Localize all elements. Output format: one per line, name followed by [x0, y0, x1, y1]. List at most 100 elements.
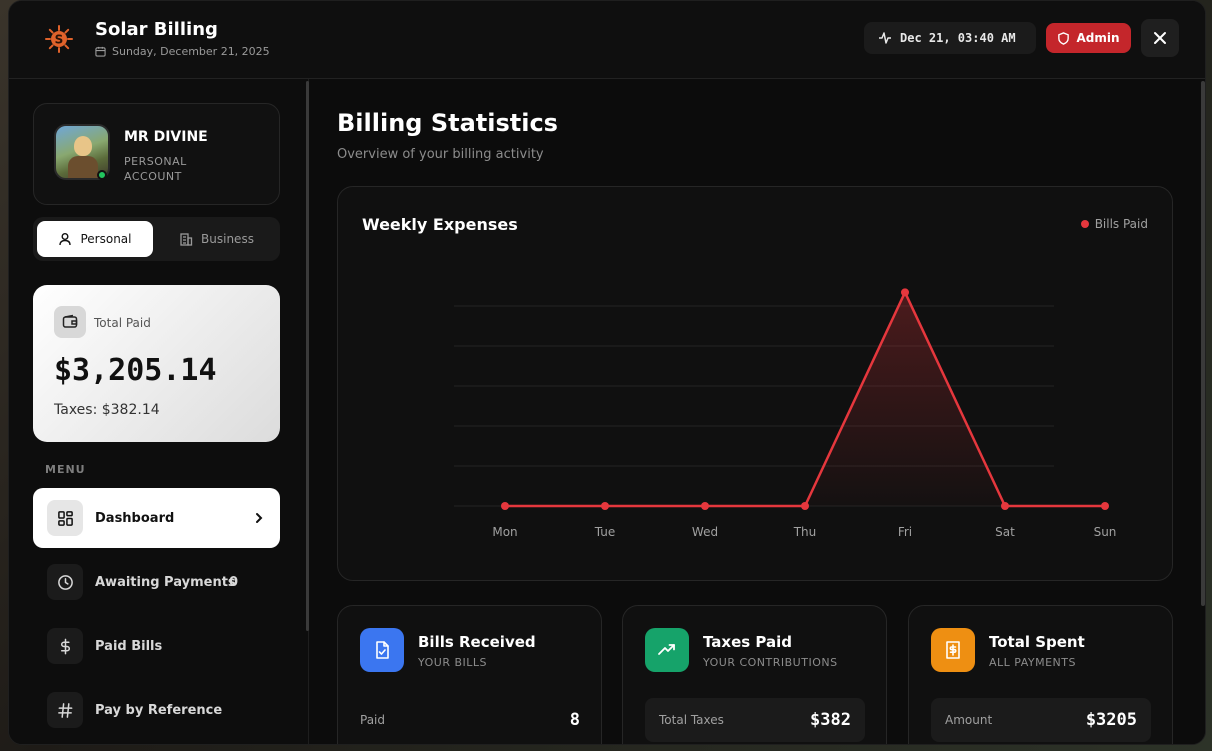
wallet-icon: [62, 314, 78, 328]
close-icon: [1154, 32, 1166, 44]
close-button[interactable]: [1141, 19, 1179, 57]
stat-row-label: Total Taxes: [659, 713, 724, 727]
personal-tab-label: Personal: [80, 232, 132, 246]
profile-name: MR DIVINE: [124, 129, 208, 145]
svg-text:S: S: [55, 33, 64, 47]
dollar-icon-box: [47, 628, 83, 664]
stat-row-value: $3205: [1085, 710, 1137, 730]
page-subtitle: Overview of your billing activity: [337, 147, 544, 162]
main-scrollbar[interactable]: [1201, 81, 1205, 606]
data-point-sat[interactable]: [1001, 502, 1009, 510]
sidebar-item-label: Pay by Reference: [95, 702, 223, 718]
activity-icon: [879, 32, 891, 44]
dashboard-icon: [57, 510, 73, 526]
stat-subtitle: YOUR BILLS: [418, 656, 487, 669]
file-check-icon: [376, 641, 389, 659]
series-line-bills-paid: [505, 291, 1105, 508]
admin-button[interactable]: Admin: [1046, 23, 1131, 53]
stat-subtitle: YOUR CONTRIBUTIONS: [703, 656, 838, 669]
data-point-mon[interactable]: [501, 502, 509, 510]
app-header: S Solar Billing Sunday, December 21, 202…: [9, 1, 1205, 79]
x-tick-label: Wed: [692, 525, 718, 539]
x-tick-label: Mon: [492, 525, 517, 539]
clock-display: Dec 21, 03:40 AM: [864, 22, 1036, 54]
sidebar-item-label: Paid Bills: [95, 638, 163, 654]
personal-tab[interactable]: Personal: [37, 221, 153, 257]
chart-legend: Bills Paid: [1080, 217, 1148, 231]
x-tick-label: Sat: [995, 525, 1015, 539]
sidebar-item-label: Dashboard: [95, 510, 175, 526]
chart-title: Weekly Expenses: [362, 215, 518, 234]
stat-row-value: $382: [810, 710, 851, 730]
x-tick-label: Sun: [1094, 525, 1117, 539]
stat-title: Bills Received: [418, 633, 536, 651]
stat-row: Total Taxes $382: [645, 698, 865, 742]
stat-title: Total Spent: [989, 633, 1085, 651]
total-taxes-value: Taxes: $382.14: [54, 402, 160, 418]
menu-section-label: MENU: [45, 463, 86, 476]
dollar-icon: [60, 638, 70, 654]
x-tick-label: Thu: [793, 525, 817, 539]
weekly-expenses-card: Mon Tue Wed Thu Fri Sat Sun Weekly Expenses Bi…: [337, 186, 1173, 581]
sidebar-scrollbar[interactable]: [306, 81, 309, 631]
profile-account-type: PERSONAL ACCOUNT: [124, 155, 187, 183]
shield-icon: [1058, 31, 1070, 45]
file-check-icon-box: [360, 628, 404, 672]
receipt-dollar-icon-box: [931, 628, 975, 672]
trending-up-icon: [658, 644, 675, 655]
stat-row: Amount $3205: [931, 698, 1151, 742]
user-icon: [59, 233, 72, 246]
sidebar-item-pay-by-reference[interactable]: Pay by Reference: [33, 680, 280, 740]
sidebar-item-label: Awaiting Payments: [95, 574, 236, 590]
data-point-tue[interactable]: [601, 502, 609, 510]
app-window: S Solar Billing Sunday, December 21, 202…: [8, 0, 1206, 745]
stat-row-value: 8: [569, 710, 580, 730]
taxes-paid-card: Taxes Paid YOUR CONTRIBUTIONS Total Taxe…: [622, 605, 887, 744]
account-type-toggle: Personal Business: [33, 217, 280, 261]
sidebar: MR DIVINE PERSONAL ACCOUNT Personal Busi…: [9, 79, 309, 744]
stat-title: Taxes Paid: [703, 633, 793, 651]
profile-card: MR DIVINE PERSONAL ACCOUNT: [33, 103, 280, 205]
legend-dot-icon: [1080, 220, 1089, 228]
online-status-indicator: [97, 170, 107, 180]
total-spent-card: Total Spent ALL PAYMENTS Amount $3205: [908, 605, 1173, 744]
total-paid-card: Total Paid $3,205.14 Taxes: $382.14: [33, 285, 280, 442]
stat-row-label: Amount: [945, 713, 993, 727]
weekly-expenses-chart: Mon Tue Wed Thu Fri Sat Sun: [454, 288, 1117, 539]
dashboard-icon-box: [47, 500, 83, 536]
awaiting-count-badge: 0: [229, 574, 239, 590]
sidebar-item-dashboard[interactable]: Dashboard: [33, 488, 280, 548]
page-title: Billing Statistics: [337, 109, 558, 137]
chevron-right-icon: [256, 513, 263, 523]
bills-received-card: Bills Received YOUR BILLS Paid 8: [337, 605, 602, 744]
series-area: [505, 292, 1105, 506]
x-tick-label: Fri: [898, 525, 912, 539]
stat-subtitle: ALL PAYMENTS: [989, 656, 1076, 669]
x-tick-label: Tue: [594, 525, 616, 539]
legend-label: Bills Paid: [1094, 217, 1148, 231]
stat-row-label: Paid: [360, 713, 386, 727]
business-tab[interactable]: Business: [157, 221, 276, 257]
total-paid-value: $3,205.14: [54, 353, 217, 388]
hash-icon: [57, 702, 72, 718]
sidebar-item-awaiting-payments[interactable]: Awaiting Payments 0: [33, 552, 280, 612]
total-paid-label: Total Paid: [94, 316, 151, 330]
calendar-icon: [95, 46, 106, 57]
clock-icon: [57, 574, 73, 590]
receipt-dollar-icon: [946, 641, 960, 659]
header-date: Sunday, December 21, 2025: [95, 45, 270, 58]
sun-logo-icon: S: [45, 25, 73, 53]
trending-up-icon-box: [645, 628, 689, 672]
clock-text: Dec 21, 03:40 AM: [900, 31, 1016, 45]
data-point-fri[interactable]: [901, 288, 909, 297]
clock-icon-box: [47, 564, 83, 600]
business-tab-label: Business: [201, 232, 254, 246]
admin-label: Admin: [1076, 31, 1120, 45]
data-point-wed[interactable]: [701, 502, 709, 510]
data-point-sun[interactable]: [1101, 502, 1109, 510]
header-date-text: Sunday, December 21, 2025: [112, 45, 270, 58]
sidebar-item-paid-bills[interactable]: Paid Bills: [33, 616, 280, 676]
stat-row: Paid 8: [360, 698, 580, 742]
data-point-thu[interactable]: [801, 502, 809, 510]
app-title: Solar Billing: [95, 19, 218, 40]
